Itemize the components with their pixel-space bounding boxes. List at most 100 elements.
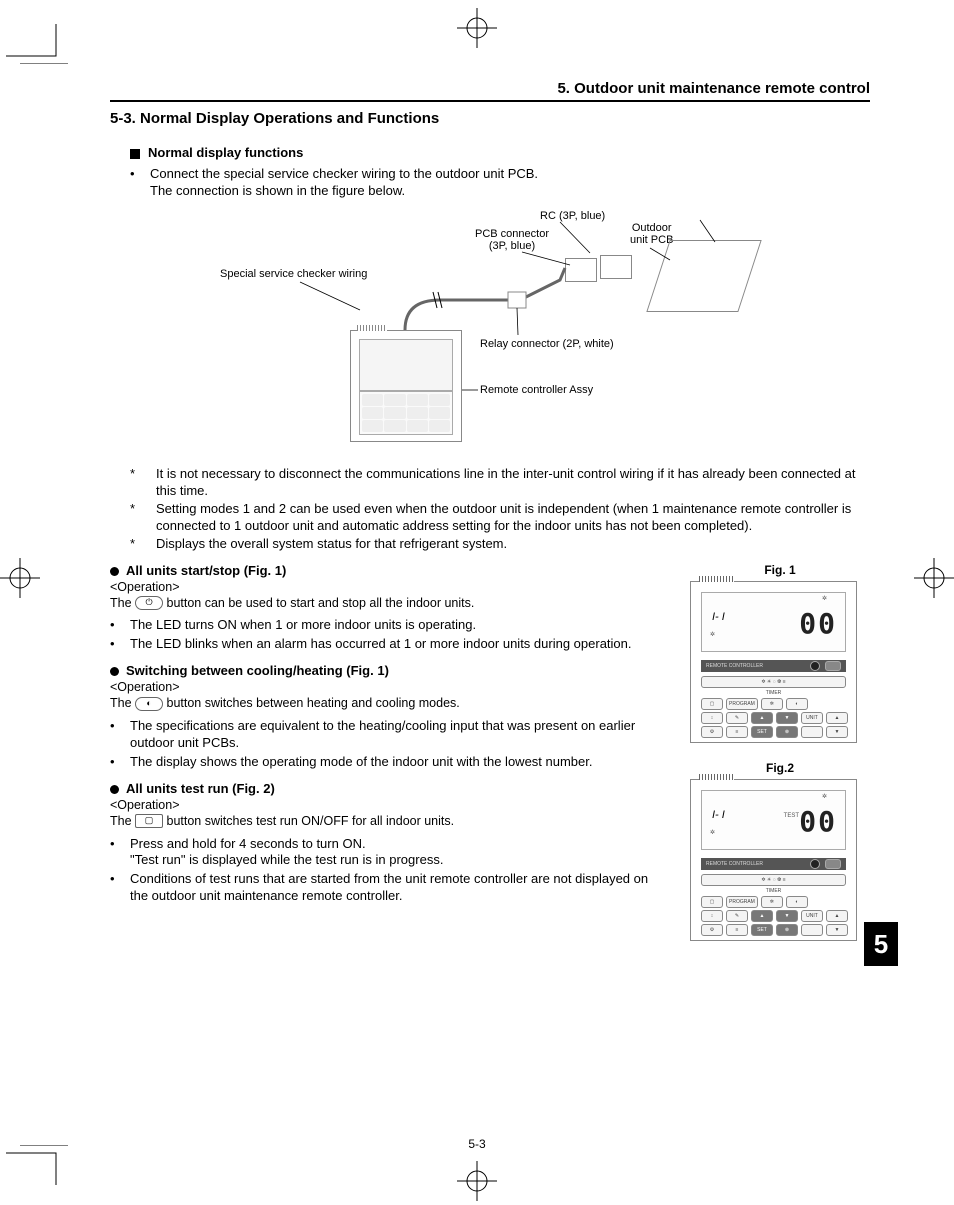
crop-mark-bl xyxy=(6,1145,68,1185)
btn: ✲ xyxy=(761,698,783,710)
snow-icon: ✲ xyxy=(822,595,827,602)
star-note-text: Displays the overall system status for t… xyxy=(156,535,870,553)
btn: ⚙ xyxy=(701,924,723,936)
fig-lcd: I- I 00 ✲ TEST ✲ xyxy=(701,790,846,850)
bullet-list: •Press and hold for 4 seconds to turn ON… xyxy=(110,836,665,906)
bullet-item: •The display shows the operating mode of… xyxy=(110,754,665,771)
fan-icon: ✲ xyxy=(710,631,715,638)
btn: ✎ xyxy=(726,910,748,922)
remote-controller-diagram xyxy=(350,330,462,442)
fig-lcd: I- I 00 ✲ ✲ xyxy=(701,592,846,652)
down-btn: ▼ xyxy=(826,924,848,936)
bullet-text: Conditions of test runs that are started… xyxy=(130,871,665,905)
chapter-tab: 5 xyxy=(864,922,898,966)
btn: ✲ xyxy=(761,896,783,908)
fig-button-panel: ✲ ☀ ◌ ❆ ≡ TIMER ▢ PROGRAM ✲ ◐ ↕ ✎ ▲ ▼ UN… xyxy=(701,676,846,734)
btn: ✎ xyxy=(726,712,748,724)
icons-strip: ✲ ☀ ◌ ❆ ≡ xyxy=(701,874,846,886)
btn: ◐ xyxy=(786,896,808,908)
op-section-title-text: All units test run (Fig. 2) xyxy=(126,781,275,796)
btn: ↕ xyxy=(701,910,723,922)
op-section-title-text: Switching between cooling/heating (Fig. … xyxy=(126,663,389,678)
bullet-item: •The specifications are equivalent to th… xyxy=(110,718,665,752)
op-section-title: Switching between cooling/heating (Fig. … xyxy=(110,663,665,678)
up-btn: ▲ xyxy=(826,910,848,922)
bullet-item: •The LED turns ON when 1 or more indoor … xyxy=(110,617,665,634)
unit-btn: UNIT xyxy=(801,712,823,724)
fig-bar: REMOTE CONTROLLER xyxy=(701,858,846,870)
power-btn-icon xyxy=(825,859,841,869)
program-btn: PROGRAM xyxy=(726,896,758,908)
star-note: *It is not necessary to disconnect the c… xyxy=(130,465,870,500)
star-note-text: Setting modes 1 and 2 can be used even w… xyxy=(156,500,870,535)
btn: ▢ xyxy=(701,698,723,710)
star-note: *Displays the overall system status for … xyxy=(130,535,870,553)
figures-column: Fig. 1 I- I 00 ✲ ✲ REMOTE CONTROLLER ✲ ☀… xyxy=(690,563,870,959)
crop-mark-tl xyxy=(6,24,68,64)
fig-lcd-left: I- I xyxy=(712,809,725,821)
down-btn: ▼ xyxy=(826,726,848,738)
figure-label: Fig. 1 xyxy=(690,563,870,577)
op-text: button switches between heating and cool… xyxy=(163,696,460,710)
diagram-lines xyxy=(220,210,760,450)
btn xyxy=(801,726,823,738)
fig-bar: REMOTE CONTROLLER xyxy=(701,660,846,672)
op-text: The xyxy=(110,814,135,828)
down-btn: ▼ xyxy=(776,712,798,724)
intro-bullet-text: Connect the special service checker wiri… xyxy=(150,166,870,200)
two-column-layout: All units start/stop (Fig. 1) <Operation… xyxy=(110,563,870,959)
button-icon: ▢ xyxy=(135,814,163,828)
bullet-list: •The specifications are equivalent to th… xyxy=(110,718,665,771)
chapter-header: 5. Outdoor unit maintenance remote contr… xyxy=(110,80,870,102)
btn: ▢ xyxy=(701,896,723,908)
remote-figure-1: I- I 00 ✲ ✲ REMOTE CONTROLLER ✲ ☀ ◌ ❆ ≡ … xyxy=(690,581,857,743)
dot-bullet-icon xyxy=(110,785,119,794)
btn: ⚙ xyxy=(701,726,723,738)
op-section-title-text: All units start/stop (Fig. 1) xyxy=(126,563,286,578)
page-content: 5. Outdoor unit maintenance remote contr… xyxy=(110,80,870,959)
crop-mark-ml xyxy=(0,558,40,598)
button-icon: ◐ xyxy=(135,697,163,711)
op-section-title: All units test run (Fig. 2) xyxy=(110,781,665,796)
bullet-text: The LED blinks when an alarm has occurre… xyxy=(130,636,665,653)
crop-mark-tc xyxy=(457,8,497,48)
crop-mark-bc xyxy=(457,1161,497,1201)
op-text: The xyxy=(110,596,135,610)
program-btn: PROGRAM xyxy=(726,698,758,710)
btn: ⊗ xyxy=(776,726,798,738)
operation-label: <Operation> xyxy=(110,580,665,594)
down-btn: ▼ xyxy=(776,910,798,922)
btn: ◐ xyxy=(786,698,808,710)
fig-bar-text: REMOTE CONTROLLER xyxy=(706,663,805,669)
intro-bullet: • Connect the special service checker wi… xyxy=(130,166,870,200)
up-btn: ▲ xyxy=(751,910,773,922)
fig-lcd-seg: 00 xyxy=(799,607,837,640)
operation-label: <Operation> xyxy=(110,798,665,812)
fan-icon: ✲ xyxy=(710,829,715,836)
timer-label: TIMER xyxy=(766,888,782,894)
crop-mark-mr xyxy=(914,558,954,598)
subsection-title-text: Normal display functions xyxy=(148,145,303,160)
unit-btn: UNIT xyxy=(801,910,823,922)
operation-line: The ⏻ button can be used to start and st… xyxy=(110,595,665,612)
op-text: button switches test run ON/OFF for all … xyxy=(163,814,454,828)
up-btn: ▲ xyxy=(751,712,773,724)
bullet-icon: • xyxy=(130,166,150,200)
operation-label: <Operation> xyxy=(110,680,665,694)
timer-label: TIMER xyxy=(766,690,782,696)
bullet-text: The specifications are equivalent to the… xyxy=(130,718,665,752)
bullet-item: •Conditions of test runs that are starte… xyxy=(110,871,665,905)
bullet-text: The display shows the operating mode of … xyxy=(130,754,665,771)
up-btn: ▲ xyxy=(826,712,848,724)
bullet-list: •The LED turns ON when 1 or more indoor … xyxy=(110,617,665,653)
star-note: *Setting modes 1 and 2 can be used even … xyxy=(130,500,870,535)
remote-buttons xyxy=(359,391,453,435)
led-icon xyxy=(810,859,820,869)
fig-lcd-left: I- I xyxy=(712,611,725,623)
page-number: 5-3 xyxy=(0,1137,954,1151)
figure-label: Fig.2 xyxy=(690,761,870,775)
operation-line: The ◐ button switches between heating an… xyxy=(110,695,665,712)
btn: ≡ xyxy=(726,924,748,936)
star-note-list: *It is not necessary to disconnect the c… xyxy=(130,465,870,553)
operation-line: The ▢ button switches test run ON/OFF fo… xyxy=(110,813,665,830)
